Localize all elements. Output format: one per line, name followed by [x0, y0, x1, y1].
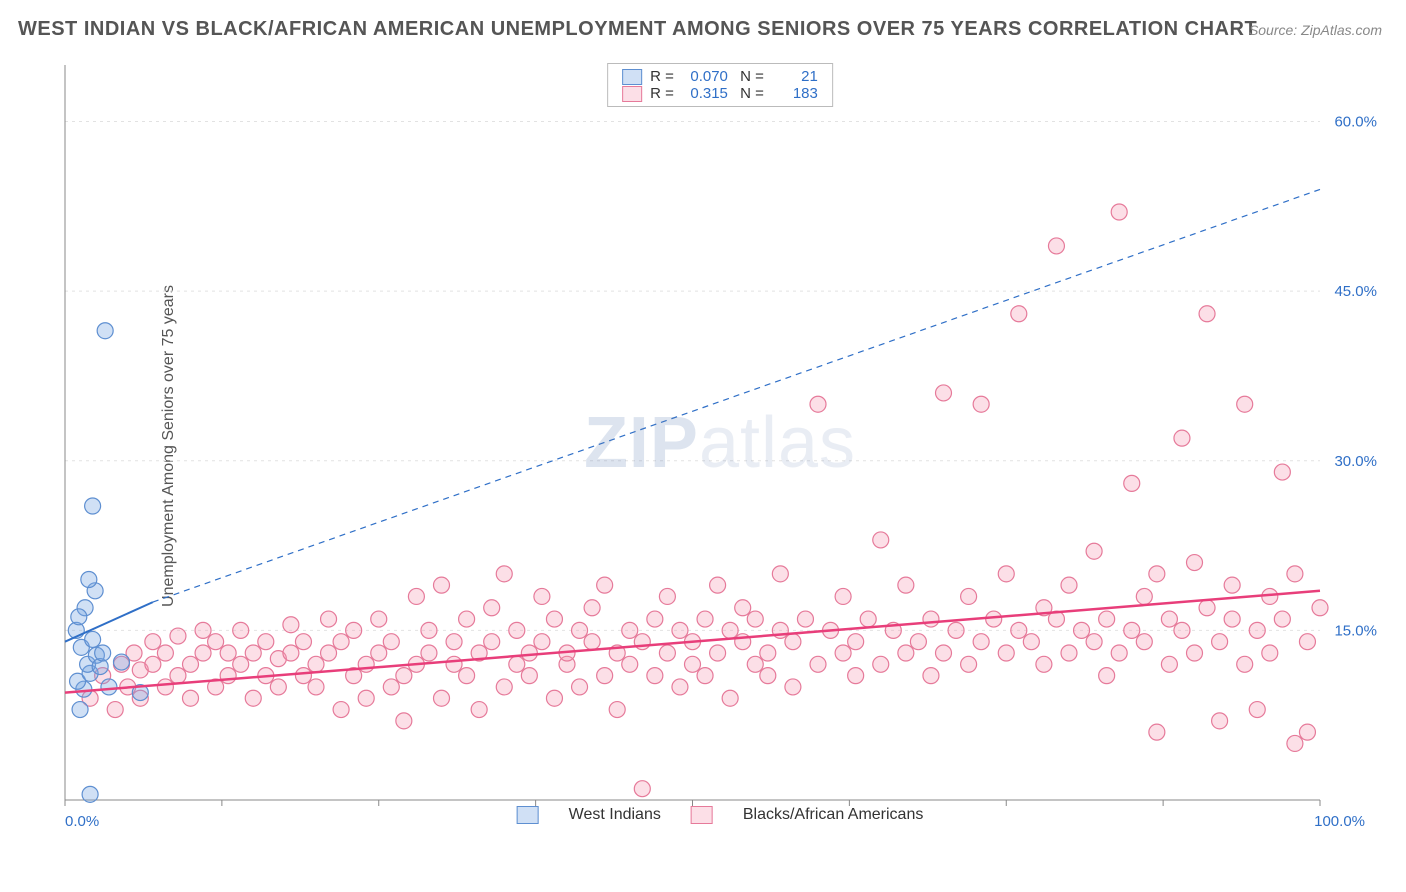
stats-row-1: R = 0.070 N = 21 — [622, 68, 818, 85]
legend-label-1: West Indians — [569, 806, 661, 824]
stat-n-label: N = — [736, 85, 764, 102]
source-label: Source: ZipAtlas.com — [1249, 22, 1382, 38]
bottom-legend: West Indians Blacks/African Americans — [517, 806, 924, 824]
swatch-series1-icon — [622, 69, 642, 85]
svg-text:15.0%: 15.0% — [1334, 622, 1377, 639]
stat-n-label: N = — [736, 68, 764, 85]
svg-text:100.0%: 100.0% — [1314, 813, 1365, 830]
stat-n-value-1: 21 — [772, 68, 818, 85]
scatter-chart: 15.0% 30.0% 45.0% 60.0% 0.0% 100.0% — [55, 55, 1385, 830]
legend-swatch-1-icon — [517, 806, 539, 824]
svg-text:45.0%: 45.0% — [1334, 283, 1377, 300]
legend-swatch-2-icon — [691, 806, 713, 824]
plot-area: 15.0%30.0%45.0%60.0%0.0%100.0% ZIPatlas … — [55, 55, 1385, 830]
svg-text:60.0%: 60.0% — [1334, 114, 1377, 131]
chart-title: WEST INDIAN VS BLACK/AFRICAN AMERICAN UN… — [18, 18, 1257, 41]
stat-r-label: R = — [650, 85, 674, 102]
svg-text:0.0%: 0.0% — [65, 813, 99, 830]
stats-row-2: R = 0.315 N = 183 — [622, 85, 818, 102]
stat-n-value-2: 183 — [772, 85, 818, 102]
stat-r-label: R = — [650, 68, 674, 85]
swatch-series2-icon — [622, 86, 642, 102]
svg-text:30.0%: 30.0% — [1334, 453, 1377, 470]
legend-label-2: Blacks/African Americans — [743, 806, 924, 824]
stat-r-value-2: 0.315 — [682, 85, 728, 102]
stats-legend: R = 0.070 N = 21 R = 0.315 N = 183 — [607, 63, 833, 107]
stat-r-value-1: 0.070 — [682, 68, 728, 85]
